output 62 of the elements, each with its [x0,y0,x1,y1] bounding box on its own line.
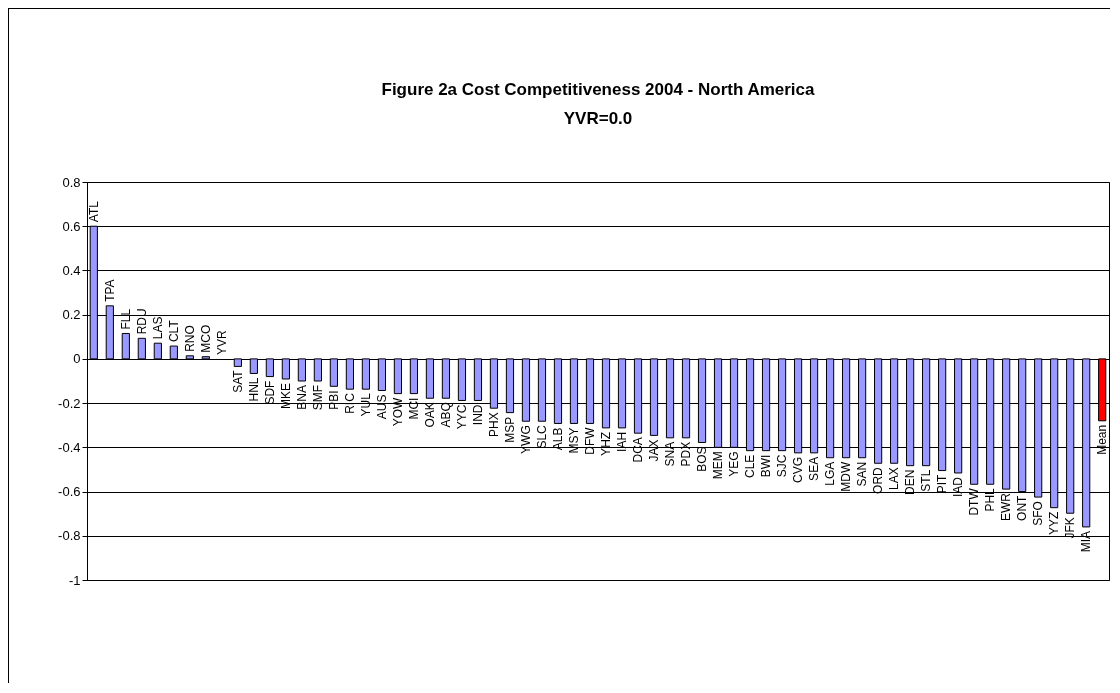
x-tick-label: PHX [486,412,501,437]
y-tick-label: -1 [68,572,81,588]
x-tick-label: YYZ [1047,511,1062,536]
x-tick-label: CVG [791,456,806,483]
x-tick-label: YUL [358,392,373,417]
x-tick-label: OAK [422,402,437,428]
x-tick-label: MIA [1079,530,1094,553]
x-tick-label: SDF [262,380,277,405]
x-tick-label: SJC [775,454,790,478]
y-tick-label: -0.2 [58,395,81,411]
x-tick-label: JFK [1063,517,1078,539]
x-tick-label: SLC [534,424,549,449]
x-tick-label: LAS [150,316,165,340]
x-tick-label: YHZ [599,431,613,456]
y-tick-label: 0.6 [62,218,81,234]
x-tick-label: RNO [182,325,197,352]
x-tick-label: CLT [166,319,181,343]
x-tick-label: YOW [390,396,405,427]
x-tick-label: PHL [983,487,998,512]
y-tick-label: -0.4 [58,439,81,455]
x-tick-label: SAN [855,461,870,487]
x-tick-label: YYC [454,404,469,430]
x-tick-label: SAT [230,369,245,393]
x-tick-label: MSP [502,416,517,443]
x-tick-label: MEM [711,451,726,480]
chart-subtitle: YVR=0.0 [563,109,633,128]
x-tick-label: SEA [807,456,822,481]
x-tick-label: HNL [246,377,261,402]
y-tick-label: 0.2 [62,307,81,323]
x-tick-label: ONT [1015,494,1030,521]
x-tick-label: SFO [1031,501,1046,526]
x-tick-label: JAX [647,439,662,462]
x-tick-label: BOS [695,446,710,472]
x-tick-label: FLL [118,308,133,330]
y-tick-label: 0 [73,351,81,367]
x-tick-label: YEG [727,451,742,477]
x-tick-label: STL [919,469,934,492]
x-tick-label: DEN [903,469,918,496]
x-tick-label: IND [470,404,485,426]
x-tick-label: MCI [406,397,421,420]
y-tick-label: 0.8 [62,174,81,190]
x-tick-label: AUS [374,394,389,420]
x-tick-label: LGA [823,461,838,486]
x-tick-label: LAX [887,467,902,490]
x-tick-label: MDW [839,461,854,492]
x-tick-label: CLE [743,454,758,478]
x-tick-label: Mean [1095,424,1110,455]
chart-title: Figure 2a Cost Competitiveness 2004 - North America [381,80,816,99]
y-tick-label: -0.8 [58,528,81,544]
x-tick-label: MSY [566,427,581,454]
y-tick-label: -0.6 [58,484,81,500]
x-tick-label: MCO [198,324,213,353]
x-tick-label: MKE [278,383,293,410]
x-tick-label: EWR [999,492,1014,522]
x-tick-label: ATL [86,200,101,223]
x-tick-label: TPA [102,279,117,302]
x-tick-label: SNA [663,441,678,467]
x-tick-label: YWG [518,425,533,454]
x-tick-label: YVR [214,329,229,355]
x-tick-label: BWI [759,454,774,478]
x-tick-label: PIT [935,473,950,494]
y-tick-label: 0.4 [62,262,81,278]
